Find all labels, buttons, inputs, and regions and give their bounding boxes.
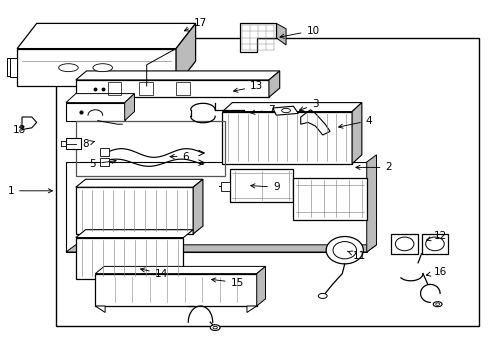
Text: 1: 1 xyxy=(7,186,52,196)
Circle shape xyxy=(394,237,413,251)
Bar xyxy=(176,82,189,95)
Text: 14: 14 xyxy=(141,268,168,279)
Text: 12: 12 xyxy=(426,231,446,241)
Bar xyxy=(66,138,81,149)
Polygon shape xyxy=(366,155,376,252)
Bar xyxy=(390,234,417,254)
Polygon shape xyxy=(76,238,183,279)
Bar xyxy=(107,82,121,95)
Ellipse shape xyxy=(281,108,290,113)
Circle shape xyxy=(425,237,443,251)
Text: 5: 5 xyxy=(89,159,116,169)
Ellipse shape xyxy=(93,64,112,72)
Polygon shape xyxy=(239,23,276,52)
Text: 18: 18 xyxy=(13,125,26,135)
Polygon shape xyxy=(76,187,193,234)
Polygon shape xyxy=(76,179,203,187)
Polygon shape xyxy=(229,169,293,202)
Polygon shape xyxy=(76,80,268,97)
Polygon shape xyxy=(76,230,193,238)
Polygon shape xyxy=(256,266,265,306)
Bar xyxy=(76,121,224,176)
Polygon shape xyxy=(124,94,134,121)
Polygon shape xyxy=(17,23,195,49)
Polygon shape xyxy=(272,106,298,115)
Ellipse shape xyxy=(210,325,220,330)
Polygon shape xyxy=(222,112,351,164)
Bar xyxy=(100,158,109,166)
Polygon shape xyxy=(17,49,176,86)
Polygon shape xyxy=(10,58,17,77)
Ellipse shape xyxy=(318,293,326,298)
Polygon shape xyxy=(222,103,361,112)
Text: 7: 7 xyxy=(250,105,274,115)
Polygon shape xyxy=(66,245,376,252)
Polygon shape xyxy=(276,23,285,45)
Bar xyxy=(139,82,153,95)
Polygon shape xyxy=(351,103,361,164)
Polygon shape xyxy=(176,23,195,86)
Ellipse shape xyxy=(432,302,441,307)
Polygon shape xyxy=(66,94,134,103)
Polygon shape xyxy=(22,117,37,130)
Text: 9: 9 xyxy=(250,182,279,192)
Bar xyxy=(221,182,229,191)
Polygon shape xyxy=(95,274,256,306)
Polygon shape xyxy=(66,103,124,121)
Polygon shape xyxy=(76,71,279,80)
Circle shape xyxy=(332,242,356,259)
Ellipse shape xyxy=(435,303,439,305)
Text: 15: 15 xyxy=(211,278,244,288)
Bar xyxy=(100,148,109,156)
Polygon shape xyxy=(193,179,203,234)
Text: 4: 4 xyxy=(338,116,372,128)
Polygon shape xyxy=(95,306,105,312)
Polygon shape xyxy=(268,71,279,97)
Ellipse shape xyxy=(59,64,78,72)
Text: 8: 8 xyxy=(82,139,94,149)
Polygon shape xyxy=(95,266,265,274)
Bar xyxy=(56,38,478,326)
Text: 2: 2 xyxy=(355,162,391,172)
Polygon shape xyxy=(246,306,256,312)
Text: 16: 16 xyxy=(426,267,446,277)
Bar xyxy=(421,234,447,254)
Ellipse shape xyxy=(212,326,217,329)
Text: 3: 3 xyxy=(299,99,318,111)
Text: 17: 17 xyxy=(184,18,207,31)
Text: 10: 10 xyxy=(280,26,319,38)
Circle shape xyxy=(325,237,363,264)
Text: 11: 11 xyxy=(346,251,366,261)
Text: 6: 6 xyxy=(170,152,189,162)
Text: 13: 13 xyxy=(233,81,263,92)
Polygon shape xyxy=(293,178,366,220)
